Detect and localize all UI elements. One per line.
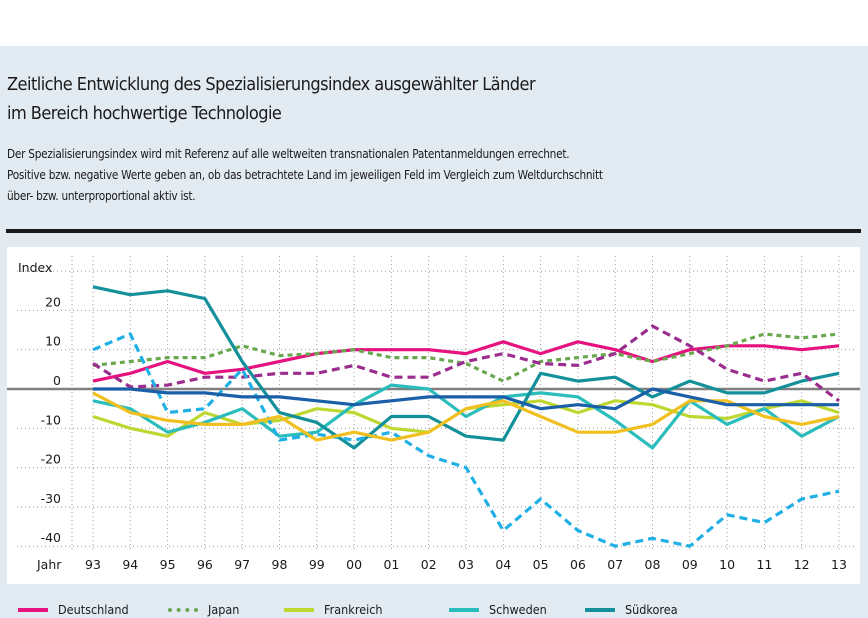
legend-swatch <box>18 608 48 612</box>
y-tick-label: 10 <box>45 334 61 349</box>
legend-label: Deutschland <box>58 602 129 617</box>
series-line-unlabeled-5 <box>92 324 840 403</box>
series-line-südkorea <box>92 285 840 450</box>
x-tick-label: 01 <box>383 557 399 572</box>
title-line-2: im Bereich hochwertige Technologie <box>7 103 282 124</box>
y-tick-label: 0 <box>53 373 61 388</box>
y-tick-label: -40 <box>41 530 61 545</box>
description-line-2: Positive bzw. negative Werte geben an, o… <box>7 168 603 182</box>
y-tick-label: -10 <box>41 412 61 427</box>
x-tick-label: 07 <box>607 557 623 572</box>
x-tick-label: 05 <box>533 557 549 572</box>
x-tick-label: 94 <box>122 557 138 572</box>
description-line-3: über- bzw. unterproportional aktiv ist. <box>7 189 196 203</box>
legend-label: Südkorea <box>625 602 678 617</box>
x-tick-label: 04 <box>495 557 511 572</box>
x-tick-label: 09 <box>682 557 698 572</box>
description-line-1: Der Spezialisierungsindex wird mit Refer… <box>7 147 570 161</box>
x-tick-label: 95 <box>160 557 176 572</box>
chart-title: Zeitliche Entwicklung des Spezialisierun… <box>7 70 536 128</box>
title-line-1: Zeitliche Entwicklung des Spezialisierun… <box>7 74 536 95</box>
series-line-schweden <box>92 383 840 450</box>
x-tick-label: 10 <box>719 557 735 572</box>
x-tick-label: 96 <box>197 557 213 572</box>
line-chart: Index 20 10 0 -10 -20 -30 -40 Jahr 93 94 95 96 97 98 99… <box>7 256 860 572</box>
legend-swatch <box>449 608 479 612</box>
series-line-deutschland <box>92 340 840 383</box>
x-tick-label: 02 <box>421 557 437 572</box>
divider-rule <box>6 229 861 233</box>
legend-swatch <box>585 608 615 612</box>
x-tick-label: 03 <box>458 557 474 572</box>
axis-labels: Index 20 10 0 -10 -20 -30 -40 Jahr 93 94 95 96 97 98 99… <box>18 260 847 572</box>
x-tick-label: 11 <box>756 557 772 572</box>
legend: Deutschland Japan Frankreich Schweden Sü… <box>0 600 868 618</box>
series-line-japan <box>92 332 840 383</box>
x-tick-label: 99 <box>309 557 325 572</box>
y-axis-title: Index <box>18 260 52 275</box>
y-tick-label: 20 <box>45 294 61 309</box>
legend-label: Frankreich <box>324 602 383 617</box>
series-line-unlabeled-8 <box>93 387 839 411</box>
y-tick-label: -20 <box>41 452 61 467</box>
legend-label: Japan <box>208 602 240 617</box>
x-tick-label: 93 <box>85 557 101 572</box>
chart-area: Index 20 10 0 -10 -20 -30 -40 Jahr 93 94 95 96 97 98 99… <box>7 247 860 584</box>
legend-swatch <box>168 608 198 612</box>
legend-label: Schweden <box>489 602 547 617</box>
x-tick-label: 98 <box>272 557 288 572</box>
y-tick-label: -30 <box>41 491 61 506</box>
chart-description: Der Spezialisierungsindex wird mit Refer… <box>7 144 603 207</box>
x-tick-label: 12 <box>794 557 810 572</box>
x-tick-label: 08 <box>645 557 661 572</box>
x-tick-label: 00 <box>346 557 362 572</box>
series-lines <box>92 285 840 548</box>
x-tick-label: 13 <box>831 557 847 572</box>
x-axis-title: Jahr <box>36 557 62 572</box>
x-tick-label: 97 <box>234 557 250 572</box>
legend-swatch <box>284 608 314 612</box>
x-tick-label: 06 <box>570 557 586 572</box>
